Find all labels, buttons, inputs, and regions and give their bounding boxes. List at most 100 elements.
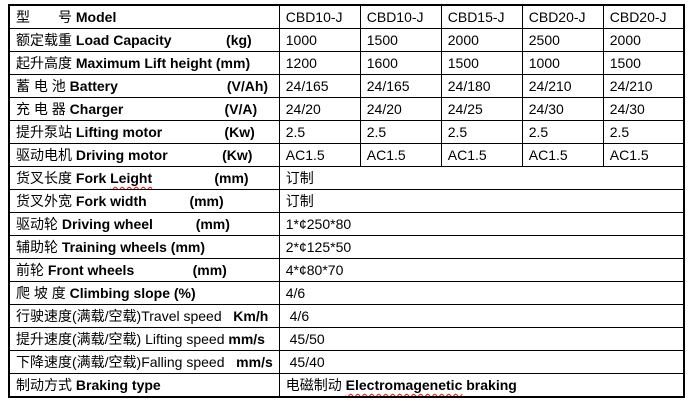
value-cell: 24/165 <box>278 74 361 98</box>
text-segment: Maximum Lift height (mm) <box>75 55 251 71</box>
spec-row: 提升泵站 Lifting motor (Kw) 2.5 2.5 2.5 2.5 2.5 <box>8 120 685 144</box>
value-cell: 24/180 <box>440 74 523 98</box>
value-cell: 45/50 <box>278 327 685 351</box>
value-cell: 24/165 <box>359 74 442 98</box>
text-segment: 辅助轮 <box>16 239 62 255</box>
text-segment: Driving motor (Kw) <box>75 147 253 163</box>
text-segment: 下降速度(满载/空载)Falling speed <box>16 354 237 370</box>
value-cell: 4/6 <box>278 281 685 305</box>
value-cell: 2*¢125*50 <box>278 235 685 259</box>
text-segment: 提升速度(满载/空载) Lifting speed <box>16 331 229 347</box>
text-segment: 提升泵站 <box>16 124 76 140</box>
spec-row: 提升速度(满载/空载) Lifting speed mm/s 45/50 <box>8 327 685 351</box>
value-cell: AC1.5 <box>359 143 442 167</box>
value-cell: 2.5 <box>602 120 685 144</box>
value-cell: 电磁制动 Electromagenetic braking <box>278 373 685 398</box>
row-label-cell: 提升速度(满载/空载) Lifting speed mm/s <box>8 327 280 351</box>
spec-row: 下降速度(满载/空载)Falling speed mm/s 45/40 <box>8 350 685 374</box>
row-label-cell: 前轮 Front wheels (mm) <box>8 258 280 282</box>
spec-row: 驱动轮 Driving wheel (mm) 1*¢250*80 <box>8 212 685 236</box>
text-segment: 额定载重 <box>16 32 76 48</box>
text-segment: 驱动轮 <box>16 216 62 232</box>
value-cell: 2.5 <box>440 120 523 144</box>
text-segment: 电磁制动 <box>285 377 346 393</box>
row-label-cell: 充 电 器 Charger (V/A) <box>8 97 280 121</box>
text-segment: Load Capacity (kg) <box>75 32 252 48</box>
value-cell: CBD20-J <box>521 4 604 29</box>
value-cell: 2.5 <box>359 120 442 144</box>
row-label-cell: 货叉长度 Fork Leight (mm) <box>8 166 280 190</box>
text-segment: Training wheels (mm) <box>61 239 206 255</box>
misspelled-text: Leight <box>110 170 153 186</box>
spec-row: 起升高度 Maximum Lift height (mm) 1200 1600 150… <box>8 51 685 75</box>
text-segment: Front wheels (mm) <box>47 262 227 278</box>
value-cell: 1500 <box>359 28 442 52</box>
text-segment: 货叉外宽 <box>16 193 76 209</box>
value-cell: 2000 <box>440 28 523 52</box>
text-segment: Model <box>75 9 117 25</box>
row-label-cell: 驱动电机 Driving motor (Kw) <box>8 143 280 167</box>
text-segment: (mm) <box>152 170 249 186</box>
value-cell: 1000 <box>521 51 604 75</box>
spec-row: 前轮 Front wheels (mm) 4*¢80*70 <box>8 258 685 282</box>
value-cell: AC1.5 <box>521 143 604 167</box>
text-segment: 起升高度 <box>16 55 76 71</box>
text-segment: Lifting motor (Kw) <box>75 124 255 140</box>
spec-row: 充 电 器 Charger (V/A) 24/20 24/20 24/25 24/30 2… <box>8 97 685 121</box>
value-cell: 1200 <box>278 51 361 75</box>
text-segment: mm/s <box>236 354 273 370</box>
text-segment: 型 号 <box>16 9 76 25</box>
value-cell: 1000 <box>278 28 361 52</box>
value-cell: CBD10-J <box>359 4 442 29</box>
value-cell: CBD10-J <box>278 4 361 29</box>
value-cell: 订制 <box>278 189 685 213</box>
text-segment: Fork <box>75 170 111 186</box>
spec-table-container: 型 号 Model CBD10-J CBD10-J CBD15-J CBD20-J CBD… <box>8 4 686 398</box>
value-cell: 24/30 <box>521 97 604 121</box>
value-cell: AC1.5 <box>602 143 685 167</box>
spec-row: 型 号 Model CBD10-J CBD10-J CBD15-J CBD20-J CBD… <box>8 4 685 29</box>
value-cell: 24/20 <box>278 97 361 121</box>
text-segment: Driving wheel (mm) <box>61 216 230 232</box>
text-segment: Fork width (mm) <box>75 193 224 209</box>
value-cell: 2.5 <box>278 120 361 144</box>
row-label-cell: 行驶速度(满载/空载)Travel speed Km/h <box>8 304 280 328</box>
text-segment: Charger (V/A) <box>69 101 258 117</box>
text-segment: 蓄 电 池 <box>16 78 70 94</box>
value-cell: CBD15-J <box>440 4 523 29</box>
spec-table: 型 号 Model CBD10-J CBD10-J CBD15-J CBD20-J CBD… <box>8 4 686 398</box>
spec-row: 货叉外宽 Fork width (mm) 订制 <box>8 189 685 213</box>
value-cell: 订制 <box>278 166 685 190</box>
row-label-cell: 下降速度(满载/空载)Falling speed mm/s <box>8 350 280 374</box>
value-cell: CBD20-J <box>602 4 685 29</box>
value-cell: 1500 <box>602 51 685 75</box>
value-cell: 1500 <box>440 51 523 75</box>
value-cell: 24/25 <box>440 97 523 121</box>
text-segment: 行驶速度(满载/空载)Travel speed <box>16 308 234 324</box>
text-segment: mm/s <box>228 331 265 347</box>
spec-row: 蓄 电 池 Battery (V/Ah) 24/165 24/165 24/180 24… <box>8 74 685 98</box>
value-cell: 2000 <box>602 28 685 52</box>
value-cell: 24/210 <box>521 74 604 98</box>
row-label-cell: 驱动轮 Driving wheel (mm) <box>8 212 280 236</box>
value-cell: 4*¢80*70 <box>278 258 685 282</box>
value-cell: 4/6 <box>278 304 685 328</box>
text-segment: 制动方式 <box>16 377 76 393</box>
text-segment: Braking type <box>75 377 161 393</box>
spec-row: 额定载重 Load Capacity (kg) 1000 1500 2000 2500 2… <box>8 28 685 52</box>
row-label-cell: 爬 坡 度 Climbing slope (%) <box>8 281 280 305</box>
row-label-cell: 型 号 Model <box>8 4 280 29</box>
row-label-cell: 辅助轮 Training wheels (mm) <box>8 235 280 259</box>
text-segment: 充 电 器 <box>16 101 70 117</box>
spec-row: 辅助轮 Training wheels (mm) 2*¢125*50 <box>8 235 685 259</box>
text-segment: braking <box>462 377 517 393</box>
value-cell: AC1.5 <box>278 143 361 167</box>
spec-row: 爬 坡 度 Climbing slope (%) 4/6 <box>8 281 685 305</box>
spec-row: 货叉长度 Fork Leight (mm) 订制 <box>8 166 685 190</box>
value-cell: 24/20 <box>359 97 442 121</box>
text-segment: Climbing slope (%) <box>69 285 196 301</box>
row-label-cell: 起升高度 Maximum Lift height (mm) <box>8 51 280 75</box>
text-segment: Km/h <box>233 308 269 324</box>
spec-row: 行驶速度(满载/空载)Travel speed Km/h 4/6 <box>8 304 685 328</box>
text-segment: 驱动电机 <box>16 147 76 163</box>
